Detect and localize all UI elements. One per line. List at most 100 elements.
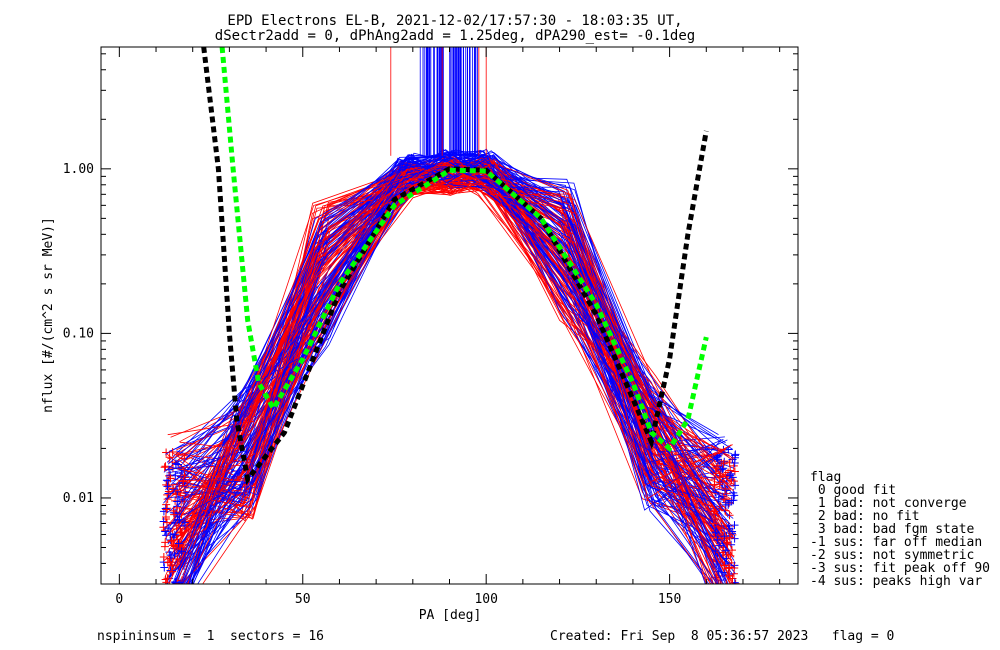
- trace-marker: [727, 469, 736, 478]
- y-axis-label: nflux [#/(cm^2 s sr MeV)]: [41, 217, 56, 413]
- trace-marker: [179, 599, 187, 607]
- trace-marker: [173, 554, 182, 563]
- trace-line: [180, 159, 725, 584]
- trace-marker: [174, 539, 183, 548]
- trace-line: [168, 164, 727, 584]
- trace-marker: [714, 583, 716, 584]
- x-tick-label: 0: [115, 592, 123, 607]
- trace-marker: [730, 491, 739, 500]
- trace-marker: [181, 604, 189, 612]
- trace-marker: [721, 484, 730, 493]
- trace-marker: [718, 465, 727, 474]
- trace-marker: [722, 580, 731, 584]
- trace-marker: [162, 518, 171, 527]
- trace-marker: [713, 461, 722, 470]
- trace-marker: [174, 586, 182, 594]
- footer-left: nspininsum = 1 sectors = 16: [97, 629, 324, 644]
- fit-curves: [201, 47, 709, 486]
- legend-entry: 3 bad: bad fgm state: [810, 522, 975, 537]
- trace-marker: [162, 588, 170, 596]
- chart-title-line1: EPD Electrons EL-B, 2021-12-02/17:57:30 …: [227, 13, 682, 29]
- trace-marker: [173, 497, 182, 506]
- trace-marker: [163, 558, 172, 567]
- trace-marker: [161, 504, 170, 513]
- trace-marker: [726, 596, 734, 604]
- y-tick-label: 0.01: [63, 491, 94, 506]
- chart-title-line2: dSectr2add = 0, dPhAng2add = 1.25deg, dP…: [215, 28, 695, 44]
- trace-marker: [179, 477, 188, 486]
- x-ticks: 0 50 100 150: [115, 47, 781, 607]
- trace-line: [165, 182, 733, 555]
- trace-marker: [726, 599, 734, 607]
- x-tick-label: 150: [658, 592, 681, 607]
- trace-marker: [175, 515, 184, 524]
- trace-line: [173, 178, 723, 511]
- legend-title: flag: [810, 470, 841, 485]
- trace-marker: [163, 602, 171, 610]
- trace-marker: [162, 505, 171, 514]
- trace-line: [164, 181, 726, 583]
- trace-marker: [168, 567, 177, 576]
- data-traces: [159, 47, 740, 612]
- y-ticks: 0.01 0.10 1.00: [63, 53, 798, 585]
- trace-marker: [180, 583, 182, 584]
- trace-marker: [715, 541, 724, 550]
- trace-line: [181, 182, 735, 524]
- trace-marker: [161, 513, 170, 522]
- trace-marker: [714, 580, 716, 584]
- trace-marker: [159, 517, 168, 526]
- trace-marker: [711, 547, 720, 556]
- legend-entry: -3 sus: fit peak off 90: [810, 561, 990, 576]
- trace-marker: [167, 536, 176, 545]
- trace-marker: [729, 477, 738, 486]
- trace-marker: [164, 487, 173, 496]
- trace-line: [169, 157, 730, 577]
- trace-marker: [723, 538, 732, 547]
- x-tick-label: 100: [474, 592, 497, 607]
- trace-marker: [724, 593, 732, 601]
- trace-line: [183, 153, 731, 525]
- trace-marker: [720, 495, 729, 504]
- trace-marker: [725, 563, 734, 572]
- trace-marker: [709, 519, 718, 528]
- trace-marker: [161, 462, 170, 471]
- trace-line: [179, 176, 732, 584]
- trace-marker: [720, 561, 729, 570]
- trace-marker: [172, 590, 180, 598]
- trace-marker: [168, 541, 177, 550]
- trace-line: [181, 161, 718, 560]
- trace-marker: [715, 480, 724, 489]
- legend-entry: -1 sus: far off median: [810, 535, 982, 550]
- legend-entry: 0 good fit: [810, 483, 896, 498]
- footer-right: Created: Fri Sep 8 05:36:57 2023 flag = …: [550, 629, 894, 644]
- legend-entry: -2 sus: not symmetric: [810, 548, 974, 563]
- trace-marker: [729, 584, 737, 592]
- trace-marker: [175, 597, 183, 605]
- legend-entry: 2 bad: no fit: [810, 509, 920, 524]
- trace-marker: [730, 521, 739, 530]
- trace-marker: [715, 596, 723, 604]
- trace-marker: [159, 584, 167, 592]
- trace-marker: [160, 463, 169, 472]
- trace-marker: [173, 604, 181, 612]
- trace-marker: [166, 582, 168, 584]
- trace-marker: [168, 447, 177, 456]
- trace-marker: [163, 490, 172, 499]
- trace-marker: [729, 598, 737, 606]
- trace-marker: [159, 552, 168, 561]
- trace-marker: [166, 474, 175, 483]
- legend-entry: 1 bad: not converge: [810, 496, 967, 511]
- trace-marker: [174, 585, 182, 593]
- trace-marker: [719, 459, 728, 468]
- trace-marker: [719, 464, 728, 473]
- trace-marker: [171, 459, 180, 468]
- trace-marker: [181, 518, 190, 527]
- trace-marker: [725, 533, 734, 542]
- trace-marker: [163, 585, 171, 593]
- x-axis-label: PA [deg]: [419, 608, 482, 623]
- trace-marker: [171, 602, 179, 610]
- trace-marker: [713, 592, 721, 600]
- trace-marker: [173, 602, 181, 610]
- trace-marker: [168, 598, 176, 606]
